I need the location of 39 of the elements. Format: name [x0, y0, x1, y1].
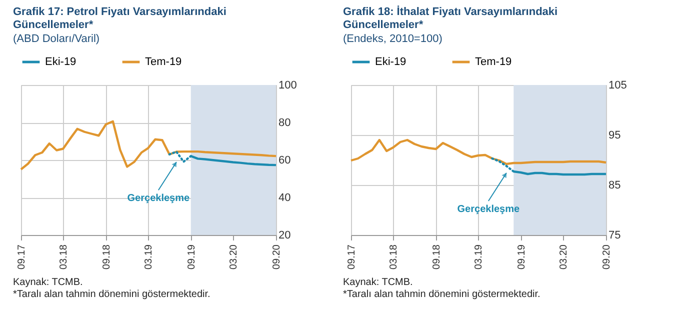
x-tick-label: 03.19: [144, 244, 155, 270]
x-tick-label: 09.18: [431, 244, 442, 270]
chart-title: Grafik 18: İthalat Fiyatı Varsayımlarındaki Güncellemeler*: [343, 5, 558, 31]
legend-label: Eki-19: [45, 56, 76, 68]
chart-subtitle: (ABD Doları/Varil): [13, 33, 100, 45]
y-tick-label: 60: [278, 154, 291, 166]
x-tick-label: 03.19: [474, 244, 485, 270]
text: *Taralı alan tahmin dönemini göstermektedir.: [343, 289, 540, 300]
y-tick-label: 40: [278, 192, 291, 204]
x-tick-label: 03.18: [388, 244, 400, 270]
y-tick-label: 100: [278, 80, 297, 92]
y-tick-label: 75: [608, 230, 621, 242]
y-tick-label: 80: [278, 117, 291, 129]
legend-label: Eki-19: [375, 56, 406, 68]
annotation: Gerçekleşme: [127, 193, 190, 204]
text: *Taralı alan tahmin dönemini göstermektedir.: [13, 289, 210, 300]
chart-title: Grafik 17: Petrol Fiyatı Varsayımlarındaki Güncellemeler*: [13, 6, 226, 31]
legend-label: Tem-19: [145, 56, 182, 68]
y-tick-label: 85: [608, 180, 621, 192]
line-series: [20, 120, 278, 170]
text: Kaynak: TCMB.: [13, 277, 83, 288]
x-tick-label: 09.20: [272, 244, 282, 270]
line-series: [350, 138, 608, 166]
legend-label: Tem-19: [475, 56, 512, 68]
x-tick-label: 09.19: [516, 244, 528, 270]
y-tick-label: 105: [608, 80, 627, 92]
x-tick-label: 03.20: [558, 244, 570, 270]
y-tick-label: 20: [278, 230, 291, 242]
x-tick-label: 09.17: [346, 244, 358, 270]
x-tick-label: 09.18: [101, 244, 112, 270]
x-tick-label: 03.18: [58, 244, 70, 270]
y-tick-label: 95: [608, 130, 621, 142]
x-tick-label: 09.20: [602, 244, 612, 270]
annotation: Gerçekleşme: [457, 204, 520, 215]
chart-subtitle: (Endeks, 2010=100): [343, 33, 442, 45]
x-tick-label: 03.20: [228, 244, 240, 270]
text: Kaynak: TCMB.: [343, 277, 413, 288]
x-tick-label: 09.19: [186, 244, 198, 270]
x-tick-label: 09.17: [16, 244, 28, 270]
